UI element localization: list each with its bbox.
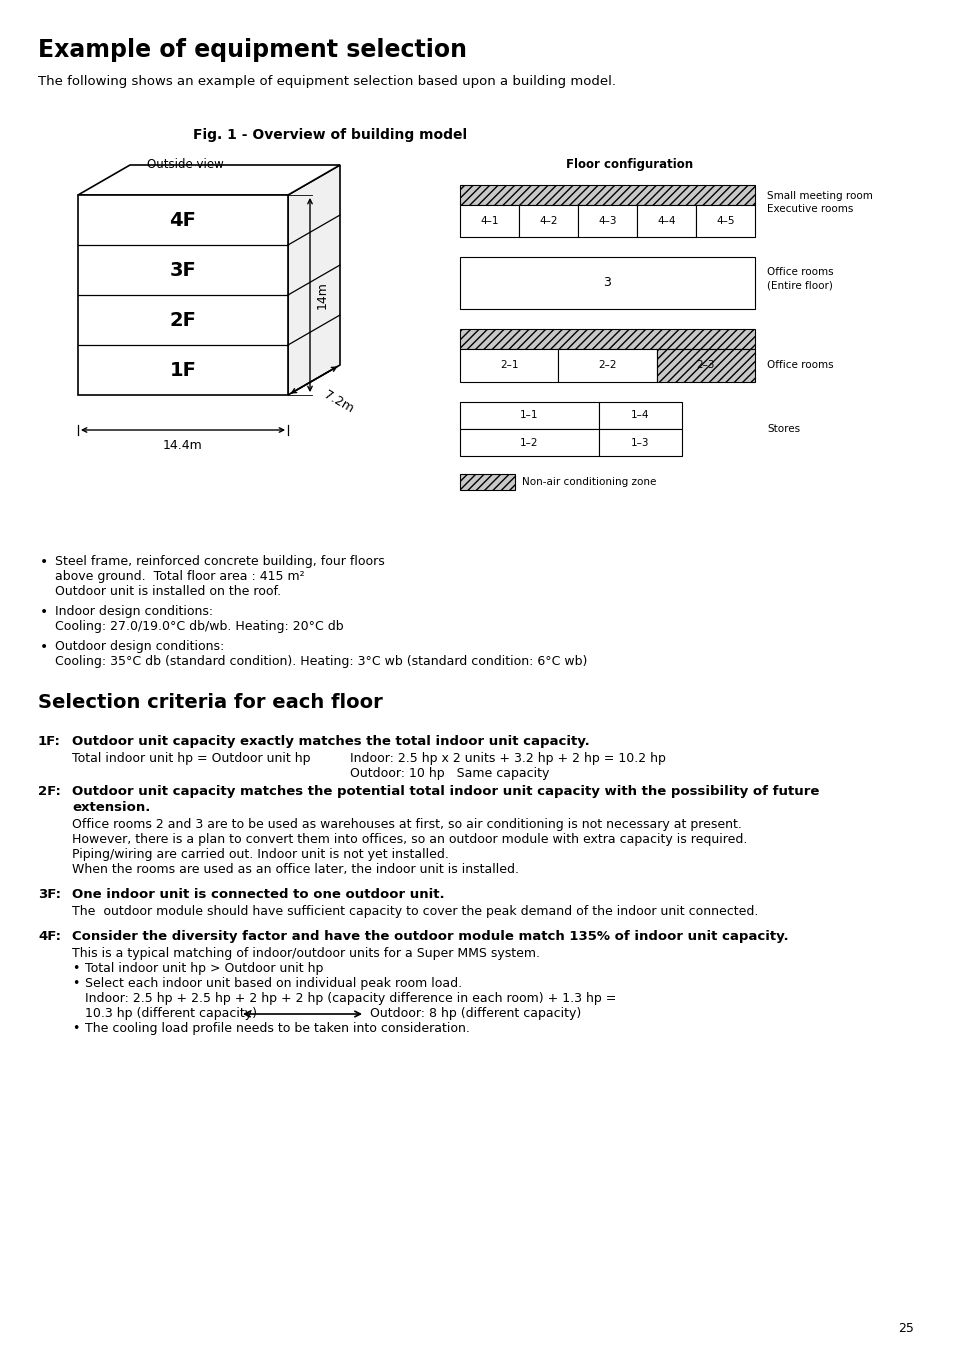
Text: Office rooms: Office rooms [766, 267, 833, 277]
Text: Office rooms: Office rooms [766, 360, 833, 370]
Text: 14.4m: 14.4m [163, 439, 203, 452]
Bar [459, 474, 515, 490]
Bar [459, 402, 598, 429]
Text: Outside view: Outside view [147, 158, 223, 171]
Text: Cooling: 35°C db (standard condition). Heating: 3°C wb (standard condition: 6°C : Cooling: 35°C db (standard condition). H… [55, 655, 587, 668]
Text: extension.: extension. [71, 801, 151, 814]
Text: •: • [71, 1022, 79, 1035]
Text: Total indoor unit hp = Outdoor unit hp: Total indoor unit hp = Outdoor unit hp [71, 752, 310, 765]
Bar [696, 205, 754, 238]
Text: 4–4: 4–4 [657, 216, 675, 225]
Bar [578, 205, 637, 238]
Text: 1–3: 1–3 [630, 437, 649, 447]
Text: Fig. 1 - Overview of building model: Fig. 1 - Overview of building model [193, 128, 467, 142]
Text: 4F:: 4F: [38, 930, 61, 944]
Text: Indoor: 2.5 hp x 2 units + 3.2 hp + 2 hp = 10.2 hp: Indoor: 2.5 hp x 2 units + 3.2 hp + 2 hp… [350, 752, 665, 765]
Bar [459, 256, 754, 309]
Text: Outdoor: 10 hp   Same capacity: Outdoor: 10 hp Same capacity [350, 767, 549, 780]
Text: Outdoor unit is installed on the roof.: Outdoor unit is installed on the roof. [55, 585, 281, 598]
Text: 1F: 1F [170, 360, 196, 379]
Text: 7.2m: 7.2m [322, 387, 355, 416]
Text: Consider the diversity factor and have the outdoor module match 135% of indoor u: Consider the diversity factor and have t… [71, 930, 788, 944]
Text: Stores: Stores [766, 424, 800, 433]
Text: The cooling load profile needs to be taken into consideration.: The cooling load profile needs to be tak… [85, 1022, 470, 1035]
Text: One indoor unit is connected to one outdoor unit.: One indoor unit is connected to one outd… [71, 888, 444, 900]
Text: The following shows an example of equipment selection based upon a building mode: The following shows an example of equipm… [38, 76, 616, 88]
Text: 4–5: 4–5 [716, 216, 734, 225]
Text: Small meeting room: Small meeting room [766, 190, 872, 201]
Text: •: • [71, 963, 79, 975]
Text: 14m: 14m [315, 281, 329, 309]
Text: 2–3: 2–3 [696, 360, 715, 370]
Bar [518, 205, 578, 238]
Text: 1F:: 1F: [38, 734, 61, 748]
Bar [459, 429, 598, 456]
Polygon shape [78, 165, 339, 194]
Text: 1–1: 1–1 [519, 410, 538, 420]
Text: When the rooms are used as an office later, the indoor unit is installed.: When the rooms are used as an office lat… [71, 863, 518, 876]
Text: Outdoor: 8 hp (different capacity): Outdoor: 8 hp (different capacity) [370, 1007, 580, 1021]
Bar [459, 205, 518, 238]
Text: Floor configuration: Floor configuration [566, 158, 693, 171]
Text: 10.3 hp (different capacity): 10.3 hp (different capacity) [85, 1007, 256, 1021]
Text: Non-air conditioning zone: Non-air conditioning zone [521, 477, 656, 487]
Bar [637, 205, 696, 238]
Bar [459, 185, 754, 205]
Bar [459, 329, 754, 350]
Text: •: • [71, 977, 79, 990]
Text: Selection criteria for each floor: Selection criteria for each floor [38, 693, 382, 711]
Text: 1–2: 1–2 [519, 437, 538, 447]
Text: However, there is a plan to convert them into offices, so an outdoor module with: However, there is a plan to convert them… [71, 833, 746, 846]
Text: 4F: 4F [170, 211, 196, 230]
Text: Outdoor unit capacity matches the potential total indoor unit capacity with the : Outdoor unit capacity matches the potent… [71, 784, 819, 798]
Text: This is a typical matching of indoor/outdoor units for a Super MMS system.: This is a typical matching of indoor/out… [71, 946, 539, 960]
Bar [558, 350, 656, 382]
Text: Indoor design conditions:: Indoor design conditions: [55, 605, 213, 618]
Text: Select each indoor unit based on individual peak room load.: Select each indoor unit based on individ… [85, 977, 461, 990]
Text: 4–1: 4–1 [479, 216, 498, 225]
Bar [598, 402, 681, 429]
Text: 2F:: 2F: [38, 784, 61, 798]
Bar [656, 350, 754, 382]
Text: Outdoor design conditions:: Outdoor design conditions: [55, 640, 224, 653]
Text: 3: 3 [603, 277, 611, 289]
Text: 2F: 2F [170, 310, 196, 329]
Bar [598, 429, 681, 456]
Bar [459, 350, 558, 382]
Text: Executive rooms: Executive rooms [766, 204, 853, 215]
Text: Cooling: 27.0/19.0°C db/wb. Heating: 20°C db: Cooling: 27.0/19.0°C db/wb. Heating: 20°… [55, 620, 343, 633]
Text: 2–2: 2–2 [598, 360, 616, 370]
Text: Indoor: 2.5 hp + 2.5 hp + 2 hp + 2 hp (capacity difference in each room) + 1.3 h: Indoor: 2.5 hp + 2.5 hp + 2 hp + 2 hp (c… [85, 992, 616, 1004]
Text: 4–3: 4–3 [598, 216, 616, 225]
Polygon shape [78, 194, 288, 396]
Text: Example of equipment selection: Example of equipment selection [38, 38, 467, 62]
Text: Total indoor unit hp > Outdoor unit hp: Total indoor unit hp > Outdoor unit hp [85, 963, 323, 975]
Text: •: • [40, 605, 49, 620]
Text: Outdoor unit capacity exactly matches the total indoor unit capacity.: Outdoor unit capacity exactly matches th… [71, 734, 589, 748]
Text: 3F:: 3F: [38, 888, 61, 900]
Text: (Entire floor): (Entire floor) [766, 279, 832, 290]
Text: •: • [40, 555, 49, 568]
Text: 2–1: 2–1 [499, 360, 517, 370]
Text: •: • [40, 640, 49, 653]
Text: Piping/wiring are carried out. Indoor unit is not yet installed.: Piping/wiring are carried out. Indoor un… [71, 848, 449, 861]
Text: 1–4: 1–4 [630, 410, 649, 420]
Text: 4–2: 4–2 [538, 216, 558, 225]
Text: above ground.  Total floor area : 415 m²: above ground. Total floor area : 415 m² [55, 570, 304, 583]
Text: Office rooms 2 and 3 are to be used as warehouses at first, so air conditioning : Office rooms 2 and 3 are to be used as w… [71, 818, 741, 832]
Text: 3F: 3F [170, 261, 196, 279]
Text: The  outdoor module should have sufficient capacity to cover the peak demand of : The outdoor module should have sufficien… [71, 904, 758, 918]
Polygon shape [288, 165, 339, 396]
Text: 25: 25 [897, 1322, 913, 1335]
Text: Steel frame, reinforced concrete building, four floors: Steel frame, reinforced concrete buildin… [55, 555, 384, 568]
